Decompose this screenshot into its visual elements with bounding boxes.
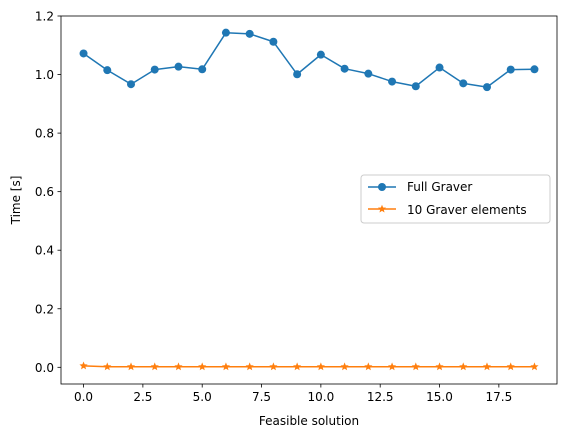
data-point xyxy=(245,29,254,38)
data-point xyxy=(198,362,207,371)
legend-label-10-graver-elements: 10 Graver elements xyxy=(407,203,527,217)
data-point xyxy=(221,28,230,37)
data-point xyxy=(198,65,207,74)
y-tick-label: 0.2 xyxy=(35,302,54,316)
y-axis-label: Time [s] xyxy=(9,176,23,226)
legend-label-full-graver: Full Graver xyxy=(407,180,472,194)
y-tick-label: 0.6 xyxy=(35,185,54,199)
x-axis-label: Feasible solution xyxy=(259,414,359,428)
data-point xyxy=(269,37,278,46)
data-point xyxy=(459,79,468,88)
legend-marker-10-graver-elements xyxy=(377,204,387,213)
legend: Full Graver 10 Graver elements xyxy=(360,174,551,224)
y-tick-label: 0.8 xyxy=(35,127,54,141)
data-point xyxy=(482,362,492,371)
data-point xyxy=(126,362,136,371)
x-tick-label: 7.5 xyxy=(252,390,271,404)
data-point xyxy=(482,83,491,92)
plot-frame xyxy=(60,15,558,385)
data-point xyxy=(150,65,159,74)
data-point xyxy=(174,62,183,71)
data-point xyxy=(506,65,515,74)
data-point xyxy=(364,362,373,371)
x-tick-label: 0.0 xyxy=(74,390,93,404)
data-point xyxy=(103,362,112,371)
legend-marker-full-graver xyxy=(378,183,386,191)
series-layer xyxy=(79,28,539,371)
data-point xyxy=(530,65,539,74)
data-point xyxy=(293,362,302,371)
x-tick-label: 17.5 xyxy=(485,390,512,404)
data-point xyxy=(530,362,539,371)
y-tick-label: 0.0 xyxy=(35,361,54,375)
data-point xyxy=(435,362,444,371)
data-point xyxy=(364,69,373,78)
data-point xyxy=(174,362,183,371)
data-point xyxy=(387,362,397,371)
data-point xyxy=(340,362,349,371)
data-point xyxy=(506,362,515,371)
data-point xyxy=(79,361,88,370)
data-point xyxy=(293,70,302,79)
data-point xyxy=(340,64,349,73)
data-point xyxy=(316,362,325,371)
x-tick-label: 2.5 xyxy=(133,390,152,404)
data-point xyxy=(316,50,325,59)
data-point xyxy=(388,77,397,86)
series-full-graver xyxy=(79,28,539,92)
data-point xyxy=(435,63,444,72)
series-line-10-graver-elements xyxy=(83,365,535,368)
data-point xyxy=(103,66,112,75)
series-10-graver-elements xyxy=(79,361,539,371)
data-point xyxy=(79,49,88,58)
data-point xyxy=(411,362,420,371)
x-tick-label: 12.5 xyxy=(367,390,394,404)
axes-layer: 0.0 2.5 5.0 7.5 10.0 12.5 15.0 17.5 0.0 0.2 0.4 0.6… xyxy=(35,10,512,405)
y-tick-label: 1.2 xyxy=(35,10,54,24)
y-tick-label: 1.0 xyxy=(35,68,54,82)
data-point xyxy=(221,362,231,371)
data-point xyxy=(150,362,159,371)
data-point xyxy=(411,82,420,91)
data-point xyxy=(245,362,254,371)
data-point xyxy=(127,80,136,89)
data-point xyxy=(269,362,278,371)
x-tick-label: 5.0 xyxy=(193,390,212,404)
x-tick-label: 10.0 xyxy=(308,390,335,404)
legend-box xyxy=(360,174,551,224)
data-point xyxy=(459,362,468,371)
x-tick-label: 15.0 xyxy=(426,390,453,404)
y-tick-label: 0.4 xyxy=(35,244,54,258)
